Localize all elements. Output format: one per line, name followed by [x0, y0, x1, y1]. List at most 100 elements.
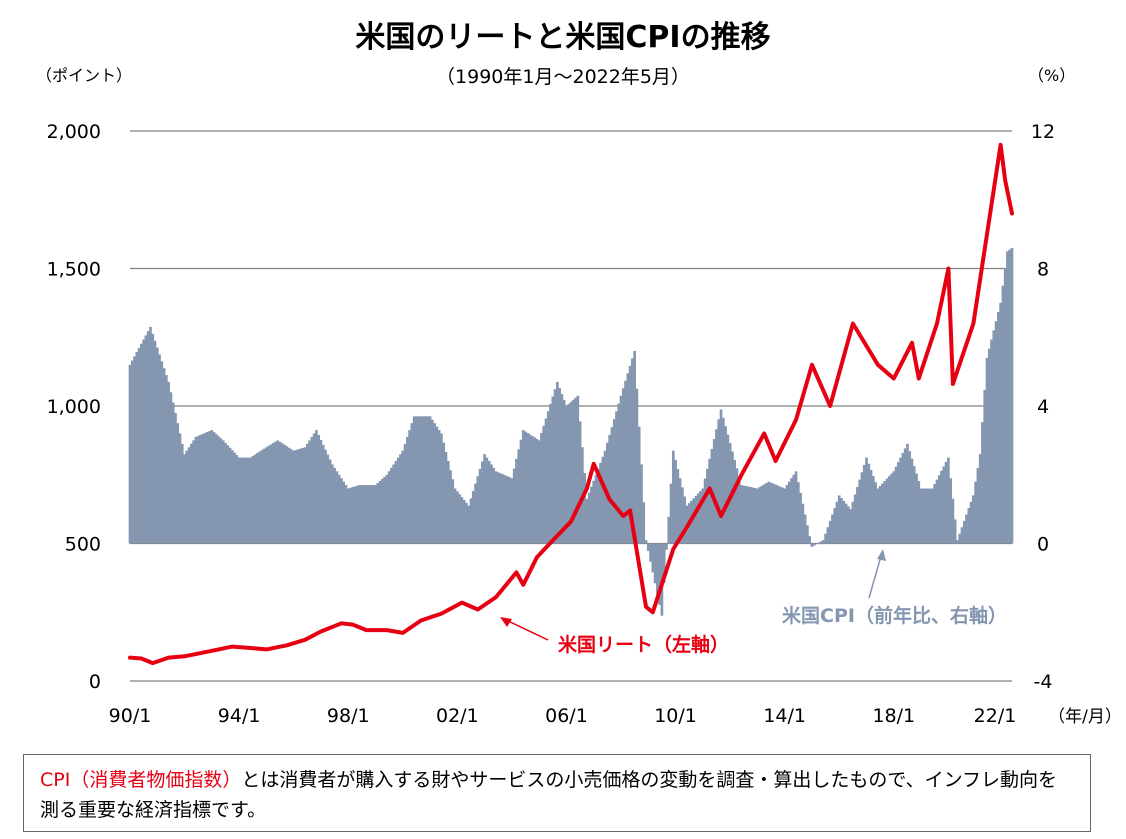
cpi-bar	[944, 461, 948, 544]
cpi-bar	[428, 416, 432, 544]
cpi-bar	[769, 482, 773, 544]
cpi-bar	[483, 454, 486, 544]
cpi-bar	[762, 484, 766, 544]
cpi-bar	[328, 459, 332, 544]
cpi-bar	[917, 481, 921, 544]
cpi-bar	[353, 486, 357, 544]
cpi-bar	[403, 443, 407, 544]
cpi-bar	[883, 481, 887, 544]
cpi-bar	[412, 416, 416, 544]
cpi-bar	[178, 433, 182, 544]
cpi-bar	[576, 395, 580, 544]
cpi-bar	[235, 455, 239, 544]
cpi-bar	[165, 375, 168, 544]
cpi-bar	[140, 343, 143, 544]
cpi-bar	[219, 438, 223, 544]
cpi-bar	[476, 476, 480, 544]
cpi-bar	[435, 426, 439, 544]
cpi-bar	[506, 476, 509, 544]
cpi-bar	[517, 449, 521, 544]
cpi-bar	[205, 432, 209, 544]
cpi-bar	[299, 448, 302, 544]
cpi-bar	[628, 365, 632, 544]
cpi-bar	[135, 352, 139, 544]
cpi-bar	[824, 533, 827, 544]
cpi-bar	[569, 401, 573, 544]
cpi-bar	[985, 357, 989, 544]
cpi-bar	[208, 431, 211, 544]
cpi-bar	[619, 395, 623, 544]
x-axis-unit: （年/月）	[1048, 707, 1122, 727]
cpi-bar	[519, 439, 523, 544]
cpi-bar	[678, 478, 682, 544]
x-axis-tick-label: 02/1	[436, 705, 479, 727]
cpi-bar	[317, 434, 321, 544]
cpi-bar	[667, 516, 671, 544]
cpi-bar	[496, 472, 500, 544]
cpi-bar	[853, 494, 857, 544]
cpi-bar	[187, 447, 191, 544]
cpi-bar	[387, 471, 391, 544]
cpi-bar	[474, 483, 477, 544]
cpi-bar	[192, 440, 195, 544]
cpi-bar	[285, 446, 289, 544]
cpi-bar	[385, 474, 389, 544]
cpi-bar	[892, 471, 896, 544]
cpi-bar	[228, 447, 232, 544]
cpi-bar	[553, 389, 557, 544]
cpi-bar	[872, 476, 875, 544]
cpi-bar	[592, 480, 596, 544]
cpi-bar	[424, 416, 427, 544]
cpi-bar	[246, 457, 250, 544]
cpi-bar	[706, 468, 709, 544]
cpi-bar	[869, 469, 873, 544]
cpi-bar	[640, 464, 643, 544]
cpi-bar	[271, 443, 275, 544]
cpi-bar	[276, 440, 280, 544]
right-axis-tick-label: 8	[1037, 259, 1049, 281]
reit-annotation-arrowhead	[500, 617, 512, 627]
cpi-bar	[674, 459, 677, 544]
cpi-bar	[344, 485, 348, 544]
cpi-bar	[997, 312, 1000, 544]
cpi-bar	[590, 486, 593, 544]
cpi-bar	[758, 487, 762, 544]
cpi-bar	[756, 488, 759, 544]
reit-cpi-chart: 0 500 1,000 1,500 2,000 -4 0 4 8 12 90/1 94/1 98/1 02…	[47, 121, 1122, 727]
cpi-bar	[551, 396, 555, 544]
cpi-bar	[978, 454, 982, 544]
cpi-bar	[615, 411, 618, 544]
cpi-bar	[940, 470, 943, 544]
cpi-bar	[724, 426, 727, 544]
cpi-bar	[315, 430, 318, 544]
cpi-bar	[833, 508, 837, 544]
cpi-bar	[776, 485, 780, 544]
cpi-bar	[642, 502, 646, 544]
cpi-bar	[835, 501, 839, 544]
cpi-bar	[467, 505, 471, 544]
cpi-bar	[203, 433, 207, 544]
cpi-bar	[185, 450, 189, 544]
cpi-bar	[567, 403, 571, 544]
cpi-bar	[849, 509, 852, 544]
cpi-bar	[319, 439, 323, 544]
cpi-bar	[340, 478, 343, 544]
cpi-bar	[358, 485, 361, 544]
cpi-bar	[565, 406, 568, 544]
cpi-bar	[151, 333, 155, 544]
cpi-bar	[974, 481, 977, 544]
chart-subtitle: （1990年1月～2022年5月）	[436, 66, 690, 88]
cpi-bar	[1003, 268, 1007, 544]
cpi-bar	[162, 368, 166, 544]
cpi-bar	[819, 541, 823, 544]
cpi-bar	[374, 485, 377, 544]
cpi-bar	[801, 503, 805, 544]
cpi-bar	[267, 445, 270, 544]
cpi-bar	[928, 488, 932, 544]
cpi-bar	[444, 451, 448, 544]
cpi-bar	[742, 485, 746, 544]
cpi-bar	[458, 494, 461, 544]
cpi-bar	[935, 479, 939, 544]
cpi-bar	[633, 351, 636, 544]
cpi-bar	[815, 543, 818, 545]
